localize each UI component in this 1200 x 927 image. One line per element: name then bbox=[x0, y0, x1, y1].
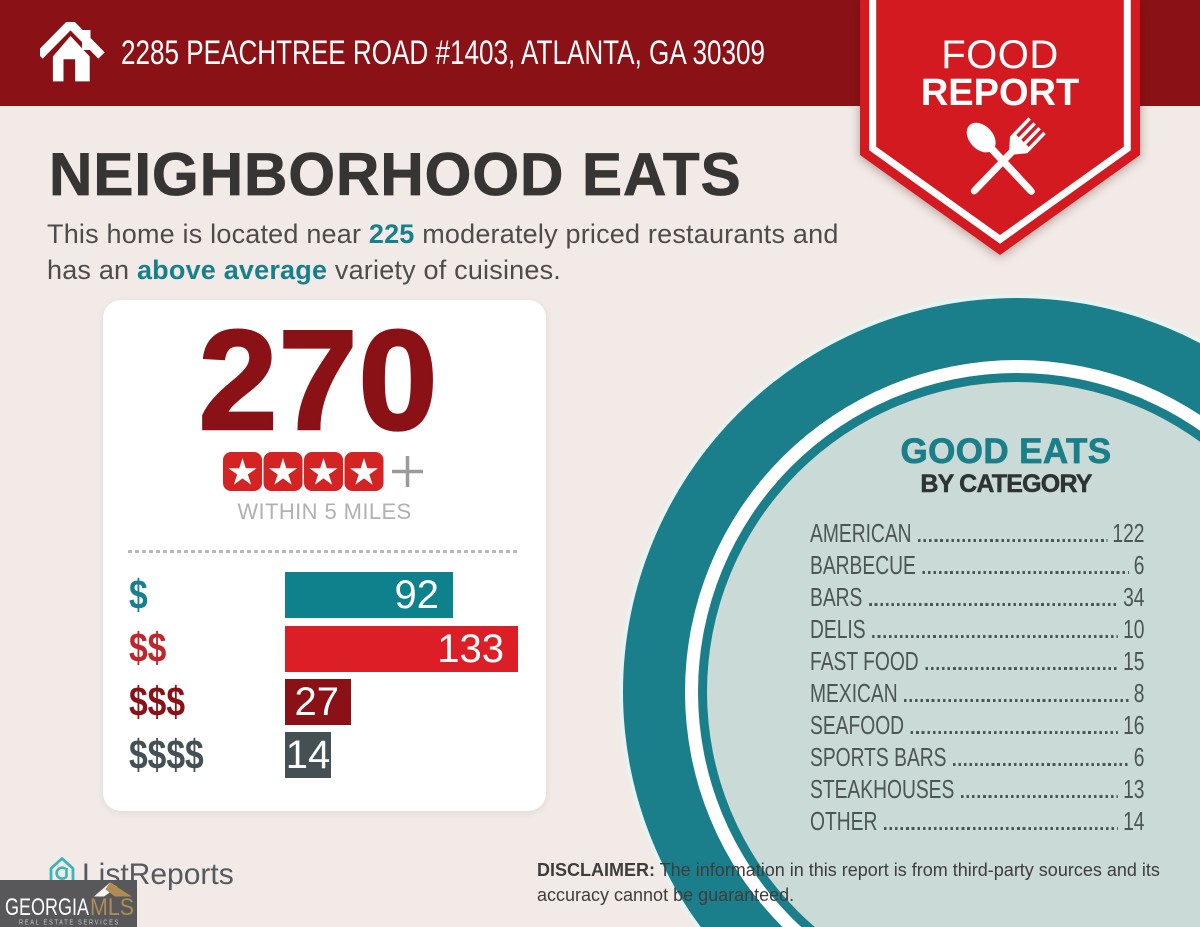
svg-text:MLS: MLS bbox=[90, 894, 134, 921]
svg-text:REAL ESTATE SERVICES: REAL ESTATE SERVICES bbox=[19, 920, 120, 927]
svg-text:REPORT: REPORT bbox=[921, 72, 1079, 114]
svg-text:GEORGIA: GEORGIA bbox=[5, 894, 89, 921]
svg-text:FOOD: FOOD bbox=[941, 33, 1059, 77]
